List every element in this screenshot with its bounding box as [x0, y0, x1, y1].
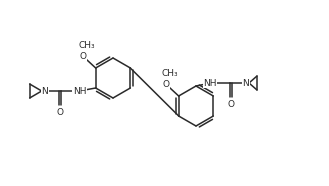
Text: CH₃: CH₃: [78, 41, 95, 49]
Text: NH: NH: [73, 86, 87, 95]
Text: NH: NH: [203, 78, 217, 87]
Text: O: O: [227, 100, 235, 108]
Text: O: O: [56, 108, 63, 116]
Text: N: N: [242, 78, 249, 87]
Text: CH₃: CH₃: [161, 68, 178, 78]
Text: O: O: [162, 79, 169, 89]
Text: O: O: [79, 52, 86, 60]
Text: N: N: [41, 86, 48, 95]
